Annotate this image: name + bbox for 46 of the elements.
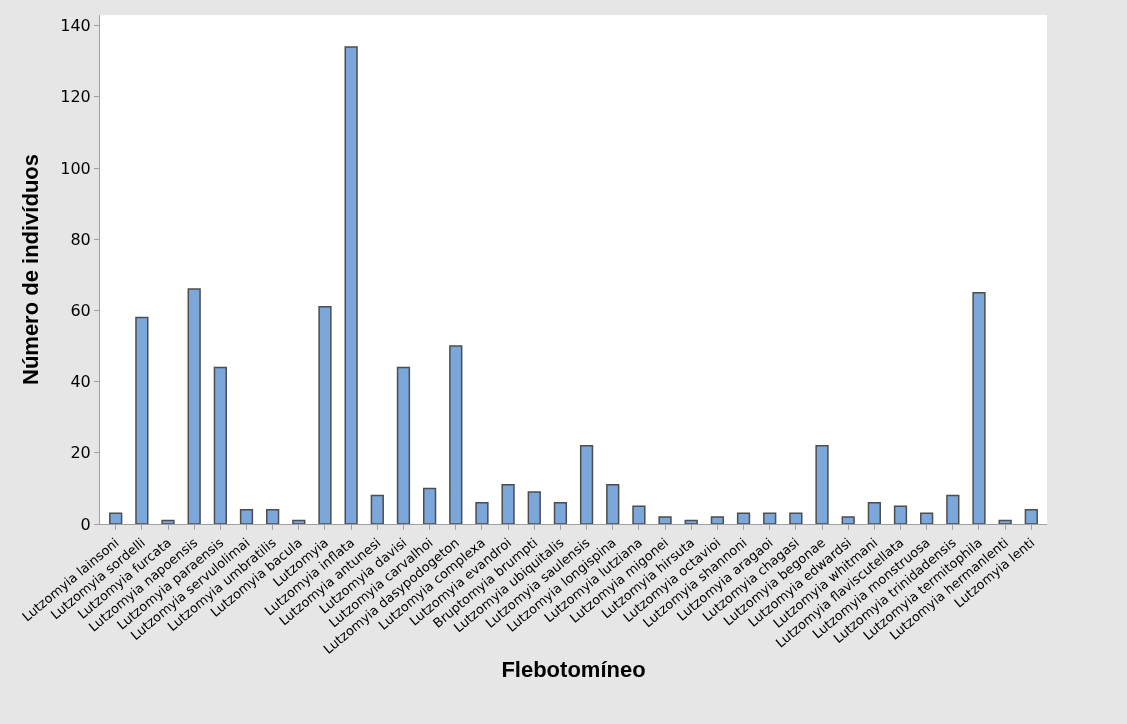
y-tick-label: 60 — [70, 301, 91, 321]
bar — [815, 444, 829, 524]
bar — [266, 509, 280, 524]
bar — [135, 316, 149, 524]
bar — [606, 484, 620, 524]
y-tick-label: 40 — [70, 372, 91, 392]
y-tick-label: 20 — [70, 443, 91, 463]
bar — [920, 512, 934, 524]
bar — [449, 345, 463, 524]
bar — [579, 444, 594, 524]
bar — [632, 505, 646, 524]
bar — [736, 512, 751, 524]
bar — [553, 501, 568, 524]
bar — [946, 494, 960, 524]
bar — [161, 519, 175, 524]
bar — [109, 512, 123, 524]
bar — [370, 494, 384, 524]
bar — [239, 509, 254, 524]
bar — [893, 505, 908, 524]
bar — [684, 519, 698, 524]
bar — [187, 288, 201, 524]
y-tick-label: 140 — [60, 16, 91, 36]
bar — [998, 519, 1012, 524]
bar — [710, 516, 725, 524]
bar — [789, 512, 803, 524]
bar — [527, 491, 541, 524]
bar — [1024, 509, 1038, 524]
bar — [867, 501, 881, 524]
bar — [422, 487, 437, 524]
y-tick-label: 80 — [70, 229, 91, 249]
bar — [396, 366, 411, 524]
bar — [658, 516, 672, 524]
y-tick-label: 120 — [60, 87, 91, 107]
bar — [344, 46, 358, 524]
bar — [475, 501, 489, 524]
bar — [292, 519, 306, 524]
y-axis-title: Número de indivíduos — [18, 153, 44, 386]
bar — [501, 484, 515, 524]
x-axis-title: Flebotomíneo — [501, 656, 646, 682]
y-tick-label: 0 — [80, 514, 91, 534]
bar — [763, 512, 777, 524]
y-tick-label: 100 — [60, 158, 91, 178]
bar — [318, 306, 332, 524]
bar — [972, 291, 986, 524]
bar — [213, 366, 227, 524]
bar — [841, 516, 855, 524]
